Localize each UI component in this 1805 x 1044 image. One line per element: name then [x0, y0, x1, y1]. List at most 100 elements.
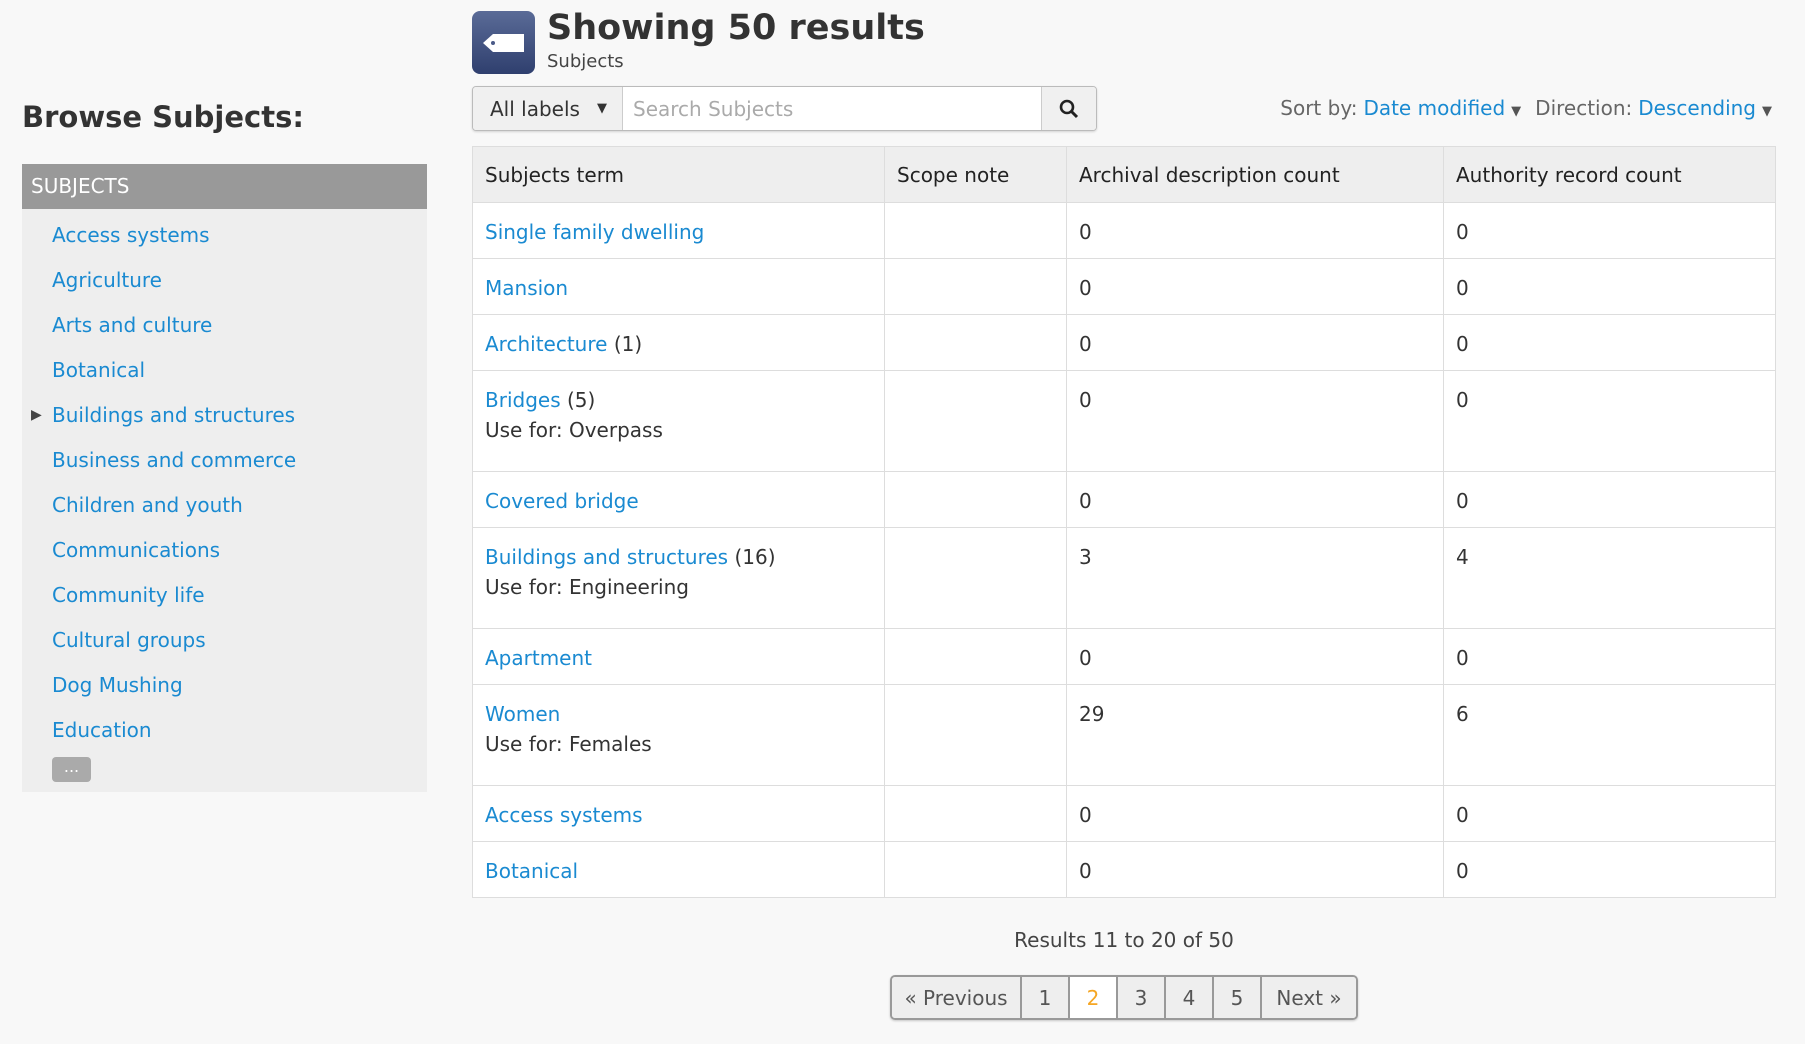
sort-controls: Sort by: Date modified ▼ Direction: Descendi…	[1280, 96, 1776, 120]
sidebar-item: ▶ Buildings and structures	[22, 393, 427, 438]
term-count: (1)	[613, 332, 643, 356]
sidebar-item-link[interactable]: Botanical	[52, 358, 146, 382]
page-2-button[interactable]: 2	[1070, 977, 1118, 1018]
column-header-scope-note[interactable]: Scope note	[884, 146, 1067, 203]
page-3-button[interactable]: 3	[1118, 977, 1166, 1018]
scope-note-cell	[884, 314, 1067, 371]
term-link[interactable]: Women	[485, 702, 561, 726]
term-link[interactable]: Single family dwelling	[485, 220, 705, 244]
table-header-row: Subjects term Scope note Archival descri…	[472, 146, 1776, 203]
sidebar-item: Business and commerce	[22, 438, 427, 483]
caret-down-icon[interactable]: ▼	[1762, 104, 1772, 119]
sidebar-item: Communications	[22, 528, 427, 573]
term-count: (5)	[566, 388, 596, 412]
expand-arrow-icon[interactable]: ▶	[31, 407, 42, 423]
sidebar-item-link[interactable]: Education	[52, 718, 152, 742]
authority-count-cell: 0	[1443, 314, 1776, 371]
sidebar-item-link[interactable]: Access systems	[52, 223, 210, 247]
column-header-authority-count[interactable]: Authority record count	[1443, 146, 1776, 203]
term-cell: Architecture (1)	[472, 314, 885, 371]
sidebar-item-link[interactable]: Community life	[52, 583, 205, 607]
sidebar-item-link[interactable]: Children and youth	[52, 493, 243, 517]
sidebar-item-link[interactable]: Business and commerce	[52, 448, 297, 472]
authority-count-cell: 0	[1443, 471, 1776, 528]
archival-count-cell: 3	[1066, 527, 1444, 629]
subjects-list: Access systems Agriculture Arts and cultur…	[22, 209, 427, 753]
table-row: Buildings and structures (16) Use for: En…	[472, 527, 1776, 629]
authority-count-cell: 0	[1443, 202, 1776, 259]
term-link[interactable]: Apartment	[485, 646, 593, 670]
term-link[interactable]: Access systems	[485, 803, 643, 827]
search-icon	[1059, 99, 1079, 118]
use-for-note: Use for: Overpass	[485, 418, 663, 442]
tag-icon	[472, 11, 535, 74]
sidebar-item: Agriculture	[22, 258, 427, 303]
sidebar-item-link[interactable]: Agriculture	[52, 268, 162, 292]
sidebar-item-link[interactable]: Buildings and structures	[52, 403, 296, 427]
subjects-facet: SUBJECTS Access systems Agriculture Arts a…	[22, 164, 427, 792]
archival-count-cell: 29	[1066, 684, 1444, 786]
table-row: Mansion 0 0	[472, 258, 1776, 315]
label-filter-dropdown[interactable]: All labels ▼	[473, 87, 623, 130]
search-input[interactable]	[623, 87, 1041, 130]
subjects-table: Subjects term Scope note Archival descri…	[472, 146, 1776, 898]
search-button[interactable]	[1041, 87, 1096, 130]
column-header-term[interactable]: Subjects term	[472, 146, 885, 203]
archival-count-cell: 0	[1066, 628, 1444, 685]
term-cell: Single family dwelling	[472, 202, 885, 259]
table-row: Botanical 0 0	[472, 841, 1776, 898]
next-page-button[interactable]: Next »	[1262, 977, 1356, 1018]
sidebar-item-link[interactable]: Arts and culture	[52, 313, 213, 337]
page-5-button[interactable]: 5	[1214, 977, 1262, 1018]
table-row: Architecture (1) 0 0	[472, 314, 1776, 371]
scope-note-cell	[884, 785, 1067, 842]
table-row: Covered bridge 0 0	[472, 471, 1776, 528]
sidebar-item: Education	[22, 708, 427, 753]
page-1-button[interactable]: 1	[1022, 977, 1070, 1018]
sidebar-item-link[interactable]: Communications	[52, 538, 221, 562]
more-button[interactable]: ...	[52, 757, 91, 782]
authority-count-cell: 0	[1443, 785, 1776, 842]
authority-count-cell: 0	[1443, 370, 1776, 472]
scope-note-cell	[884, 471, 1067, 528]
sidebar-item: Cultural groups	[22, 618, 427, 663]
scope-note-cell	[884, 258, 1067, 315]
term-link[interactable]: Botanical	[485, 859, 579, 883]
term-link[interactable]: Bridges	[485, 388, 561, 412]
direction-label: Direction:	[1535, 96, 1633, 120]
caret-down-icon[interactable]: ▼	[1511, 104, 1522, 119]
term-cell: Covered bridge	[472, 471, 885, 528]
term-cell: Women Use for: Females	[472, 684, 885, 786]
term-link[interactable]: Covered bridge	[485, 489, 639, 513]
sidebar-item: Access systems	[22, 213, 427, 258]
sidebar-item: Community life	[22, 573, 427, 618]
scope-note-cell	[884, 628, 1067, 685]
term-link[interactable]: Mansion	[485, 276, 569, 300]
authority-count-cell: 6	[1443, 684, 1776, 786]
archival-count-cell: 0	[1066, 258, 1444, 315]
archival-count-cell: 0	[1066, 471, 1444, 528]
sort-by-dropdown[interactable]: Date modified	[1363, 96, 1506, 120]
table-row: Apartment 0 0	[472, 628, 1776, 685]
scope-note-cell	[884, 202, 1067, 259]
term-link[interactable]: Buildings and structures	[485, 545, 729, 569]
scope-note-cell	[884, 527, 1067, 629]
previous-page-button[interactable]: « Previous	[892, 977, 1022, 1018]
sidebar-item: Botanical	[22, 348, 427, 393]
table-row: Access systems 0 0	[472, 785, 1776, 842]
archival-count-cell: 0	[1066, 202, 1444, 259]
term-cell: Buildings and structures (16) Use for: En…	[472, 527, 885, 629]
column-header-archival-count[interactable]: Archival description count	[1066, 146, 1444, 203]
archival-count-cell: 0	[1066, 370, 1444, 472]
use-for-note: Use for: Females	[485, 732, 652, 756]
archival-count-cell: 0	[1066, 841, 1444, 898]
pagination: « Previous 1 2 3 4 5 Next »	[890, 975, 1358, 1020]
sidebar-item-link[interactable]: Cultural groups	[52, 628, 206, 652]
sidebar-item-link[interactable]: Dog Mushing	[52, 673, 183, 697]
term-link[interactable]: Architecture	[485, 332, 608, 356]
table-row: Women Use for: Females 29 6	[472, 684, 1776, 786]
direction-dropdown[interactable]: Descending	[1638, 96, 1756, 120]
archival-count-cell: 0	[1066, 314, 1444, 371]
caret-down-icon: ▼	[596, 101, 607, 116]
page-4-button[interactable]: 4	[1166, 977, 1214, 1018]
